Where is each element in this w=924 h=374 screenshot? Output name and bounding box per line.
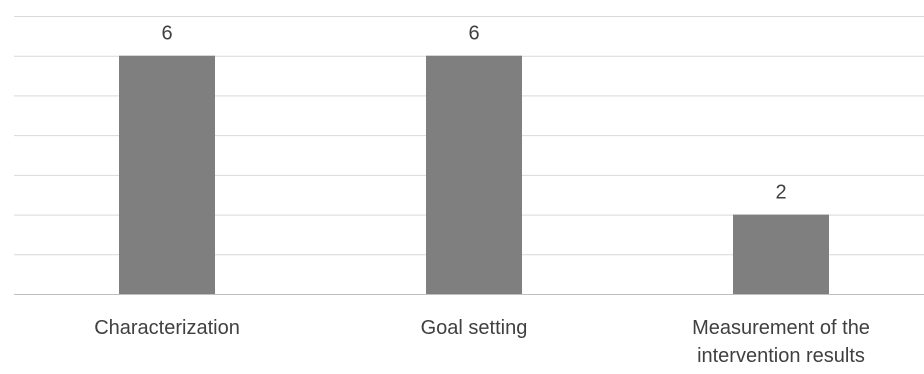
category-label-line: Measurement of the	[692, 317, 870, 339]
category-labels: Characterization Goal setting Measurement …	[94, 317, 870, 367]
bar-2	[733, 214, 829, 294]
data-label-0: 6	[161, 23, 172, 45]
category-label-0: Characterization	[94, 317, 240, 339]
data-label-2: 2	[775, 182, 786, 204]
data-label-1: 6	[468, 23, 479, 45]
category-label-1: Goal setting	[421, 317, 528, 339]
category-label-line: Characterization	[94, 317, 240, 339]
bar-1	[426, 55, 522, 294]
category-label-line: intervention results	[697, 345, 865, 367]
category-label-line: Goal setting	[421, 317, 528, 339]
data-labels: 6 6 2	[161, 23, 786, 204]
bars	[119, 55, 829, 294]
category-label-2: Measurement of the intervention results	[692, 317, 870, 367]
bar-0	[119, 55, 215, 294]
